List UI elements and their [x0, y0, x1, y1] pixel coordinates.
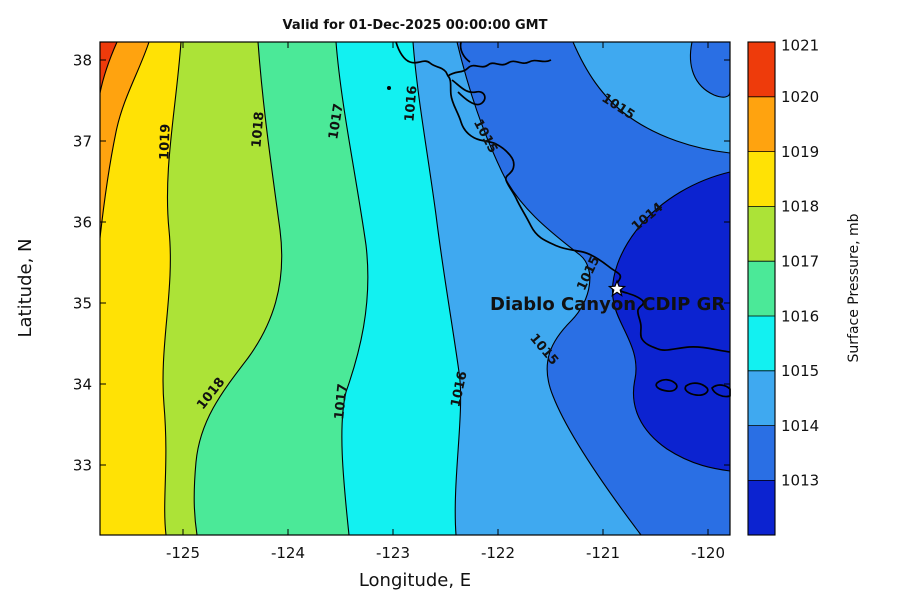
band-orangered-corner: [100, 42, 117, 93]
x-tick-marks: [182, 529, 709, 535]
colorbar-title: Surface Pressure, mb: [846, 213, 862, 362]
colorbar-band: [748, 96, 775, 152]
y-tick-label: 37: [73, 132, 92, 150]
colorbar-tick-label: 1018: [781, 198, 819, 216]
colorbar-divider-lines: [748, 96, 775, 481]
coastline-group: [387, 41, 731, 398]
colorbar-frame: [747, 41, 776, 536]
contour-label: 1016: [402, 85, 420, 122]
coastline-islet-dot: [387, 86, 391, 90]
contour-line-1015-coastal: [456, 41, 642, 536]
contour-label: 1016: [448, 370, 470, 409]
contour-line-1018: [193, 41, 283, 536]
coastline-california: [395, 41, 731, 353]
coastline-sf-bay-delta: [447, 59, 552, 77]
colorbar-tick-label: 1020: [781, 88, 819, 106]
contour-label: 1018: [249, 111, 267, 148]
y-tick-marks: [100, 59, 106, 466]
contour-line-corner-blob: [689, 41, 731, 98]
station-annotation: Diablo Canyon CDIP GR: [490, 279, 725, 315]
plot-title: Valid for 01-Dec-2025 00:00:00 GMT: [283, 18, 548, 33]
contour-label: 1019: [157, 124, 173, 161]
x-axis-title: Longitude, E: [359, 570, 471, 591]
x-tick-label: -121: [586, 544, 620, 562]
contour-label: 1017: [332, 383, 351, 421]
colorbar-tick-label: 1015: [781, 362, 819, 380]
contour-line-1019: [162, 41, 182, 536]
colorbar-tick-label: 1013: [781, 472, 819, 490]
x-tick-marks-top: [182, 42, 709, 48]
channel-island-1: [655, 378, 678, 392]
x-tick-label: -125: [166, 544, 200, 562]
colorbar-tick-label: 1021: [781, 36, 819, 54]
colorbar-band: [748, 206, 775, 262]
y-tick-label: 33: [73, 456, 92, 474]
colorbar-tick-label: 1016: [781, 307, 819, 325]
plot-frame: [99, 41, 731, 536]
colorbar-band: [748, 42, 775, 97]
colorbar-tick-label: 1017: [781, 252, 819, 270]
band-lightblue-northeast-corner: [573, 42, 730, 153]
contour-line-1014: [612, 171, 731, 472]
colorbar-tick-labels: 1021 1020 1019 1018 1017 1016 1015 1014 …: [781, 36, 819, 489]
station-marker-star-icon: [607, 279, 627, 297]
band-darkblue-low-pocket: [612, 172, 730, 471]
x-tick-label: -123: [376, 544, 410, 562]
colorbar-band: [748, 316, 775, 371]
channel-island-2: [684, 382, 709, 396]
x-tick-label: -124: [271, 544, 305, 562]
contour-line-1021: [99, 41, 118, 94]
coastline-south-bay: [451, 79, 486, 106]
band-blue-corner-blob: [690, 42, 730, 98]
colorbar-tick-label: 1019: [781, 143, 819, 161]
y-tick-label: 38: [73, 51, 92, 69]
y-tick-label: 35: [73, 294, 92, 312]
x-tick-labels: -125 -124 -123 -122 -121 -120: [166, 544, 725, 562]
contour-label: 1017: [326, 102, 346, 140]
colorbar-band: [748, 480, 775, 535]
x-tick-label: -120: [691, 544, 725, 562]
colorbar-band: [748, 425, 775, 481]
contour-line-1020: [99, 41, 150, 239]
y-tick-label: 34: [73, 375, 92, 393]
contour-line-1015-northeast: [572, 41, 731, 154]
colorbar: 1021 1020 1019 1018 1017 1016 1015 1014 …: [747, 36, 862, 536]
axis-ticks: [100, 42, 730, 535]
contour-fill-bands: [100, 42, 731, 535]
y-tick-marks-right: [724, 59, 730, 466]
y-axis-title: Latitude, N: [15, 239, 36, 338]
colorbar-band-edges: [748, 96, 775, 481]
contour-lines: [99, 41, 731, 536]
colorbar-band: [748, 370, 775, 426]
colorbar-band: [748, 261, 775, 316]
y-tick-labels: 38 37 36 35 34 33: [73, 51, 92, 474]
x-tick-label: -122: [481, 544, 515, 562]
colorbar-band: [748, 151, 775, 207]
contour-line-1016: [412, 41, 462, 536]
band-orange-northwest: [100, 42, 149, 238]
y-tick-label: 36: [73, 213, 92, 231]
colorbar-tick-label: 1014: [781, 417, 819, 435]
contour-line-1017: [335, 41, 369, 536]
station-label: Diablo Canyon CDIP GR: [490, 294, 725, 315]
coastline-river-arm: [459, 41, 471, 63]
